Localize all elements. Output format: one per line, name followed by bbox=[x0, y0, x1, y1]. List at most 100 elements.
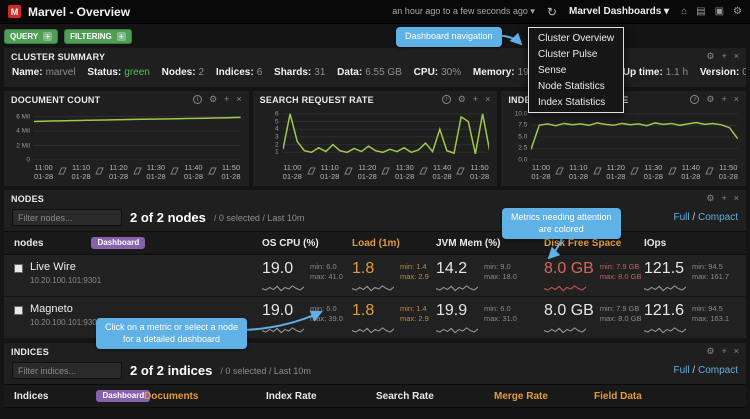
move-icon[interactable]: + bbox=[472, 94, 479, 104]
axis-marker-icon bbox=[381, 167, 391, 175]
gear-icon[interactable]: ⚙ bbox=[706, 346, 715, 356]
metric-os-cpu[interactable]: 19.0 min: 6.0 max: 39.0 bbox=[252, 303, 343, 334]
metric-iops[interactable]: 121.6 min: 94.5 max: 163.1 bbox=[634, 303, 746, 334]
save-dashboard-icon[interactable]: ▣ bbox=[714, 6, 725, 17]
menu-item-index-statistics[interactable]: Index Statistics bbox=[538, 96, 606, 108]
column-header-merge-rate[interactable]: Merge Rate bbox=[494, 390, 548, 402]
gear-icon[interactable]: ⚙ bbox=[706, 94, 715, 104]
filter-nodes-input[interactable] bbox=[12, 209, 122, 226]
y-axis-label: 4 bbox=[275, 125, 279, 133]
marvel-dashboards-menu-button[interactable]: Marvel Dashboards ▾ bbox=[569, 6, 670, 17]
metric-load[interactable]: 1.8 min: 1.4 max: 2.9 bbox=[342, 261, 429, 292]
dashboard-badge[interactable]: Dashboard bbox=[91, 237, 146, 249]
view-full-link[interactable]: Full bbox=[673, 212, 690, 223]
gear-icon[interactable]: ⚙ bbox=[457, 94, 466, 104]
series-line bbox=[283, 114, 490, 154]
move-icon[interactable]: + bbox=[224, 94, 230, 104]
node-name[interactable]: Live Wire bbox=[30, 261, 76, 273]
indices-panel: INDICES ⚙ + × 2 of 2 indices / 0 selecte… bbox=[4, 343, 746, 408]
x-axis-label: 11:50 01-28 bbox=[718, 163, 738, 181]
view-compact-link[interactable]: Compact bbox=[697, 212, 738, 223]
close-icon[interactable]: × bbox=[733, 51, 739, 61]
metric-sparkline bbox=[543, 280, 594, 292]
metric-disk-free[interactable]: 8.0 GB min: 7.9 GB max: 8.0 GB bbox=[534, 261, 642, 292]
filtering-toggle-button[interactable]: FILTERING + bbox=[64, 29, 132, 44]
y-axis-label: 3 bbox=[275, 133, 279, 141]
metric-max: max: 31.0 bbox=[484, 314, 517, 324]
column-header-os-cpu[interactable]: OS CPU (%) bbox=[262, 237, 319, 249]
node-checkbox[interactable] bbox=[14, 306, 23, 315]
chart-plot[interactable] bbox=[531, 110, 738, 160]
node-name[interactable]: Magneto bbox=[30, 303, 73, 315]
x-axis-label: 11:00 01-28 bbox=[282, 163, 302, 181]
info-icon[interactable]: i bbox=[690, 95, 700, 104]
column-header-search-rate[interactable]: Search Rate bbox=[376, 390, 434, 402]
move-icon[interactable]: + bbox=[721, 51, 727, 61]
move-icon[interactable]: + bbox=[721, 94, 727, 104]
menu-item-cluster-pulse[interactable]: Cluster Pulse bbox=[538, 48, 598, 60]
configure-dashboard-icon[interactable]: ⚙ bbox=[733, 6, 742, 17]
metric-load[interactable]: 1.8 min: 1.4 max: 2.9 bbox=[342, 303, 429, 334]
menu-item-sense[interactable]: Sense bbox=[538, 64, 567, 76]
marvel-logo-icon: M bbox=[8, 5, 21, 18]
close-icon[interactable]: × bbox=[733, 193, 739, 203]
column-header-index-rate[interactable]: Index Rate bbox=[266, 390, 317, 402]
chart-plot[interactable] bbox=[34, 110, 241, 160]
x-axis-label: 11:10 01-28 bbox=[568, 163, 588, 181]
metric-min: min: 6.0 bbox=[484, 304, 511, 313]
x-axis-label: 11:20 01-28 bbox=[357, 163, 377, 181]
load-dashboard-icon[interactable]: ▤ bbox=[696, 6, 706, 17]
close-icon[interactable]: × bbox=[733, 94, 740, 104]
column-header-field-data[interactable]: Field Data bbox=[594, 390, 642, 402]
filter-indices-input[interactable] bbox=[12, 362, 122, 379]
gear-icon[interactable]: ⚙ bbox=[706, 51, 715, 61]
metric-min: min: 1.4 bbox=[400, 262, 427, 271]
column-header-load[interactable]: Load (1m) bbox=[352, 237, 400, 249]
home-icon[interactable]: ⌂ bbox=[681, 6, 688, 17]
callout-metrics-attention: Metrics needing attention are colored bbox=[502, 208, 621, 240]
metric-min: min: 7.9 GB bbox=[599, 304, 640, 313]
chart-plot[interactable] bbox=[283, 110, 490, 160]
column-header-iops[interactable]: IOps bbox=[644, 237, 667, 249]
close-icon[interactable]: × bbox=[236, 94, 242, 104]
gear-icon[interactable]: ⚙ bbox=[706, 193, 715, 203]
metric-max: max: 18.0 bbox=[484, 272, 517, 282]
metric-jvm-mem[interactable]: 19.9 min: 6.0 max: 31.0 bbox=[426, 303, 534, 334]
metric-iops[interactable]: 121.5 min: 94.5 max: 161.7 bbox=[634, 261, 746, 292]
metric-disk-free[interactable]: 8.0 GB min: 7.9 GB max: 8.0 GB bbox=[534, 303, 642, 334]
callout-click-metric: Click on a metric or select a node for a… bbox=[96, 318, 248, 350]
column-header-disk-free[interactable]: Disk Free Space bbox=[544, 237, 622, 249]
metric-sparkline bbox=[351, 322, 395, 334]
view-full-link[interactable]: Full bbox=[673, 365, 690, 376]
topbar: M Marvel - Overview an hour ago to a few… bbox=[0, 0, 750, 24]
y-axis-label: 7.5 bbox=[518, 121, 528, 129]
close-icon[interactable]: × bbox=[485, 94, 491, 104]
y-axis-label: 10.0 bbox=[514, 110, 528, 118]
view-compact-link[interactable]: Compact bbox=[697, 365, 738, 376]
menu-item-node-statistics[interactable]: Node Statistics bbox=[538, 80, 605, 92]
info-icon[interactable]: i bbox=[441, 95, 451, 104]
column-header-indices[interactable]: Indices Dashboard bbox=[4, 390, 151, 402]
node-checkbox[interactable] bbox=[14, 264, 23, 273]
y-axis-label: 1 bbox=[275, 148, 279, 156]
node-select[interactable]: Live Wire 10.20.100.101:9301 bbox=[4, 261, 252, 285]
metric-os-cpu[interactable]: 19.0 min: 6.0 max: 41.0 bbox=[252, 261, 343, 292]
move-icon[interactable]: + bbox=[721, 346, 727, 356]
node-select[interactable]: Magneto 10.20.100.101:9300 bbox=[4, 303, 252, 327]
query-toggle-button[interactable]: QUERY + bbox=[4, 29, 59, 44]
x-axis-label: 11:30 01-28 bbox=[643, 163, 663, 181]
menu-item-cluster-overview[interactable]: Cluster Overview bbox=[538, 32, 615, 44]
time-range-picker[interactable]: an hour ago to a few seconds ago ▾ bbox=[392, 6, 535, 16]
gear-icon[interactable]: ⚙ bbox=[209, 94, 218, 104]
close-icon[interactable]: × bbox=[733, 346, 739, 356]
document-count-chart: 6 Mil 4 Mil 2 Mil 0 11:00 01-28 11:10 01-28 11:… bbox=[4, 106, 249, 186]
dashboard-badge[interactable]: Dashboard bbox=[96, 390, 151, 402]
column-header-jvm-mem[interactable]: JVM Mem (%) bbox=[436, 237, 501, 249]
refresh-icon[interactable]: ↻ bbox=[546, 4, 558, 19]
info-icon[interactable]: i bbox=[193, 95, 203, 104]
metric-jvm-mem[interactable]: 14.2 min: 9.0 max: 18.0 bbox=[426, 261, 534, 292]
x-axis-label: 11:40 01-28 bbox=[432, 163, 452, 181]
move-icon[interactable]: + bbox=[721, 193, 727, 203]
column-header-documents[interactable]: Documents bbox=[144, 390, 199, 402]
column-header-nodes[interactable]: nodes Dashboard bbox=[4, 237, 252, 249]
